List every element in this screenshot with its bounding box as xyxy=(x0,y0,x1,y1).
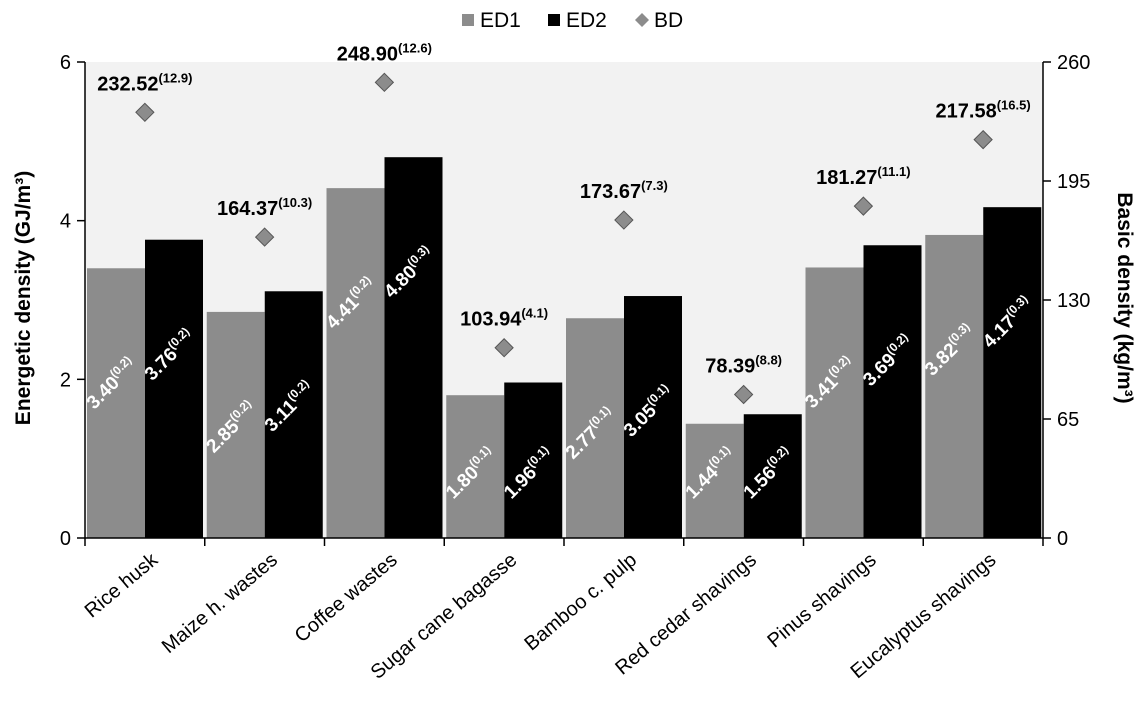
point-label-bd: 164.37(10.3) xyxy=(217,195,312,220)
x-tick-label: Pinus shavings xyxy=(763,549,880,652)
bar-ed2 xyxy=(504,382,563,538)
point-label-bd: 173.67(7.3) xyxy=(580,178,668,203)
bar-ed2 xyxy=(145,239,203,538)
bar-ed1 xyxy=(87,268,145,538)
y2-tick-label: 260 xyxy=(1057,52,1090,74)
legend-item-bd: BD xyxy=(635,9,683,32)
point-label-bd: 232.52(12.9) xyxy=(97,70,192,95)
bar-ed2 xyxy=(624,296,682,538)
point-label-bd: 248.90(12.6) xyxy=(337,40,432,65)
bar-ed1 xyxy=(925,234,984,539)
legend-item-ed1: ED1 xyxy=(462,9,521,32)
point-label-bd: 103.94(4.1) xyxy=(460,306,548,331)
point-bd xyxy=(733,384,754,405)
legend-marker xyxy=(548,14,560,26)
y2-tick-label: 0 xyxy=(1057,528,1068,550)
y2-axis-title: Basic density (kg/m³) xyxy=(1113,192,1136,403)
bar-ed2 xyxy=(983,207,1042,538)
point-label-bd: 181.27(11.1) xyxy=(816,164,910,189)
bar-ed1 xyxy=(206,311,265,538)
point-bd xyxy=(494,338,514,358)
legend-marker xyxy=(635,13,649,27)
legend-label: ED2 xyxy=(566,9,607,32)
y-tick-label: 2 xyxy=(60,369,71,391)
y2-tick-label: 130 xyxy=(1057,290,1090,312)
bar-ed1 xyxy=(326,188,385,538)
legend: ED1 ED2 BD xyxy=(462,9,683,32)
y-tick-label: 0 xyxy=(60,528,71,550)
legend-label: BD xyxy=(654,9,683,32)
bar-ed1 xyxy=(805,267,864,538)
point-bd xyxy=(374,72,395,93)
y-tick-label: 4 xyxy=(60,211,71,233)
plot-area: 3.40(0.2) 3.76(0.2)232.52(12.9)2.85(0.2) 3… xyxy=(83,40,1043,539)
legend-label: ED1 xyxy=(480,9,521,32)
point-bd xyxy=(853,196,874,216)
bar-ed2 xyxy=(384,157,443,538)
bar-ed2 xyxy=(863,245,922,538)
bar-ed2 xyxy=(743,414,802,538)
x-tick-label: Bamboo c. pulp xyxy=(520,549,641,655)
legend-item-ed2: ED2 xyxy=(548,9,607,32)
legend-marker xyxy=(462,14,474,26)
point-bd xyxy=(973,129,993,150)
point-bd xyxy=(614,210,634,230)
y2-tick-label: 65 xyxy=(1057,409,1079,431)
x-tick-label: Rice husk xyxy=(81,548,163,622)
bar-ed1 xyxy=(685,423,744,538)
point-label-bd: 217.58(16.5) xyxy=(936,98,1031,123)
x-tick-label: Coffee wastes xyxy=(291,549,402,647)
point-bd xyxy=(254,227,275,247)
bar-ed2 xyxy=(264,291,323,538)
y2-tick-label: 195 xyxy=(1057,171,1090,193)
point-bd xyxy=(135,102,155,123)
y-tick-label: 6 xyxy=(60,52,71,74)
bar-ed1 xyxy=(446,395,505,538)
bar-ed1 xyxy=(566,318,624,538)
point-label-bd: 78.39(8.8) xyxy=(705,352,782,377)
x-tick-label: Maize h. wastes xyxy=(158,549,282,658)
y-axis-title: Energetic density (GJ/m³) xyxy=(12,171,35,425)
